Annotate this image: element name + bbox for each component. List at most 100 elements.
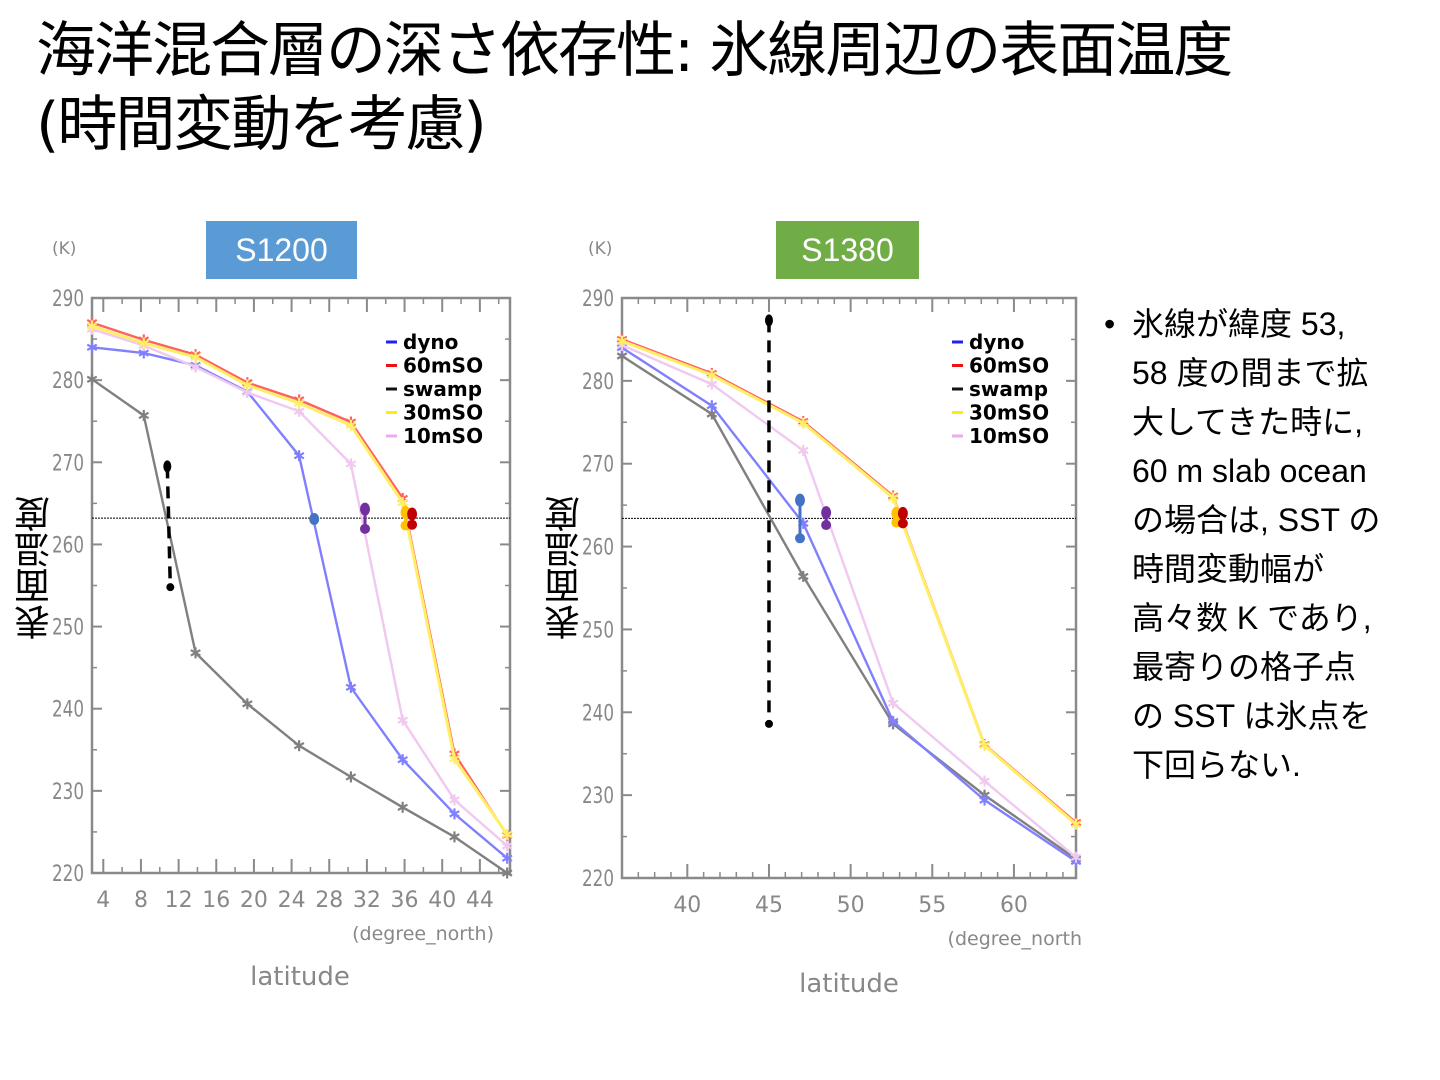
star-marker-stroke — [1070, 820, 1082, 828]
x-tick-label: 36 — [391, 888, 419, 913]
y-tick-label: 240 — [52, 698, 84, 723]
bullet-line: の SST は氷点を — [1132, 698, 1372, 734]
legend-label-swamp: swamp — [403, 377, 482, 401]
star-marker-stroke — [501, 830, 513, 839]
data-point-swamp — [501, 867, 513, 879]
series-swamp — [86, 373, 513, 879]
star-marker-stroke — [887, 717, 899, 726]
star-marker-stroke — [501, 842, 513, 850]
star-marker-stroke — [979, 796, 990, 804]
star-marker-stroke — [979, 741, 990, 750]
star-marker-stroke — [138, 411, 150, 420]
x-tick-label: 55 — [918, 893, 946, 918]
star-marker-stroke — [397, 803, 408, 811]
star-marker-stroke — [242, 381, 253, 389]
star-marker-stroke — [397, 755, 408, 764]
range-high-dot — [360, 502, 371, 516]
y-tick-label: 280 — [582, 370, 614, 395]
series-dyno — [616, 342, 1082, 867]
data-point-swamp — [345, 771, 357, 783]
slide-title: 海洋混合層の深さ依存性: 氷線周辺の表面温度 (時間変動を考慮) — [36, 14, 1416, 162]
data-point-30mSO — [797, 417, 809, 429]
data-point-dyno — [979, 794, 990, 806]
y-tick-label: 250 — [582, 618, 614, 643]
data-point-dyno — [86, 341, 98, 353]
y-tick-label: 220 — [582, 867, 614, 892]
data-point-30mSO — [242, 379, 253, 391]
y-tick-label: 240 — [582, 701, 614, 726]
star-marker-stroke — [242, 700, 253, 708]
series-line-10mSO — [621, 344, 1077, 859]
bullet-marker: • — [1104, 306, 1116, 342]
range-low-dot — [795, 533, 806, 544]
series-30mSO — [86, 320, 513, 840]
star-marker-stroke — [397, 498, 408, 507]
range-high-dot — [163, 460, 172, 473]
data-point-swamp — [242, 698, 253, 710]
star-marker-stroke — [501, 869, 513, 877]
x-tick-label: 32 — [353, 888, 381, 913]
data-point-30mSO — [449, 753, 460, 765]
x-tick-label: 24 — [278, 888, 306, 913]
x-axis-label: latitude — [799, 969, 899, 999]
data-point-dyno — [345, 681, 357, 693]
y-tick-label: 220 — [52, 862, 84, 887]
x-tick-label: 28 — [315, 888, 343, 913]
bullet-line: 60 m slab ocean — [1132, 453, 1367, 489]
x-tick-label: 40 — [428, 888, 456, 913]
bullet-line: 最寄りの格子点 — [1132, 649, 1357, 685]
star-marker-stroke — [138, 339, 150, 347]
data-point-swamp — [397, 801, 408, 813]
star-marker-stroke — [449, 755, 460, 763]
data-point-30mSO — [138, 337, 150, 349]
data-point-10mSO — [345, 458, 357, 470]
x-unit-label: (degree_north — [948, 928, 1082, 950]
x-tick-label: 8 — [134, 888, 148, 913]
data-point-10mSO — [1070, 851, 1082, 863]
star-marker-stroke — [979, 777, 990, 785]
y-tick-label: 260 — [582, 536, 614, 561]
star-marker-stroke — [345, 683, 357, 692]
bullet-text: 氷線が緯度 53, 58 度の間まで拡 大してきた時に, 60 m slab o… — [1132, 300, 1432, 790]
data-point-10mSO — [979, 775, 990, 787]
data-point-10mSO — [397, 714, 408, 726]
range-low-dot — [166, 583, 175, 592]
range-high-dot — [764, 314, 773, 327]
title-line-1: 海洋混合層の深さ依存性: 氷線周辺の表面温度 — [36, 16, 1233, 86]
star-marker-stroke — [293, 741, 305, 750]
data-point-swamp — [138, 409, 150, 421]
star-marker-stroke — [345, 460, 357, 468]
bullet-line: 高々数 K であり, — [1132, 600, 1372, 636]
x-tick-label: 40 — [673, 893, 701, 918]
range-marker-dyno — [309, 512, 320, 525]
y-tick-label: 290 — [582, 287, 614, 312]
y-tick-label: 230 — [52, 780, 84, 805]
data-point-swamp — [190, 647, 201, 659]
star-marker-stroke — [706, 402, 718, 410]
data-point-dyno — [293, 450, 305, 462]
range-low-dot — [764, 719, 773, 728]
star-marker-stroke — [86, 322, 98, 330]
x-tick-label: 16 — [202, 888, 230, 913]
star-marker-stroke — [190, 363, 201, 371]
star-marker-stroke — [616, 337, 628, 345]
data-point-dyno — [887, 715, 899, 727]
y-tick-label: 270 — [52, 451, 84, 476]
data-point-swamp — [449, 831, 460, 843]
star-marker-stroke — [706, 410, 718, 418]
star-marker-stroke — [242, 388, 253, 397]
range-dot — [309, 512, 320, 525]
data-point-10mSO — [190, 361, 201, 373]
bullet-line: 下回らない. — [1132, 747, 1301, 783]
x-tick-label: 60 — [1000, 893, 1028, 918]
badge-s1380: S1380 — [776, 221, 919, 279]
x-tick-label: 20 — [240, 888, 268, 913]
range-marker-60mSO — [897, 506, 908, 529]
star-marker-stroke — [887, 699, 899, 707]
star-marker-stroke — [345, 421, 357, 430]
data-point-30mSO — [293, 397, 305, 409]
data-point-30mSO — [190, 351, 201, 363]
bullet-line: 58 度の間まで拡 — [1132, 355, 1369, 391]
